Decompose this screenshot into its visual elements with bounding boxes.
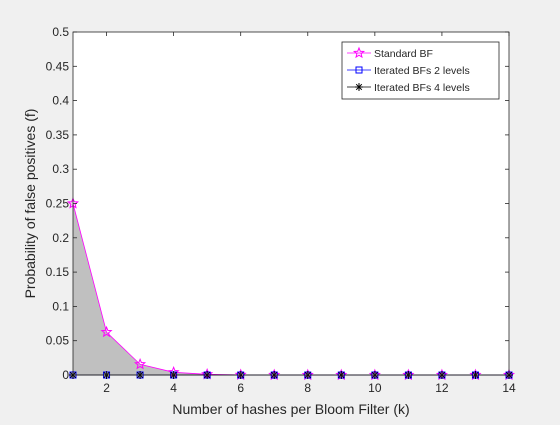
legend-marker — [355, 83, 363, 91]
data-point — [134, 357, 147, 370]
y-tick-label: 0.35 — [46, 128, 70, 142]
x-tick-label: 8 — [304, 381, 311, 395]
legend-marker — [352, 46, 366, 59]
legend: Standard BF Iterated BFs 2 levels Iterated… — [341, 41, 500, 100]
y-tick-label: 0.5 — [52, 25, 69, 39]
legend-box — [341, 41, 500, 100]
y-tick-label: 0.4 — [52, 94, 69, 108]
y-tick-label: 0.2 — [52, 231, 69, 245]
y-tick-label: 0 — [62, 368, 69, 382]
x-tick-label: 12 — [435, 381, 449, 395]
y-tick-label: 0.25 — [46, 197, 70, 211]
y-tick-label: 0.1 — [52, 299, 69, 313]
x-axis-label: Number of hashes per Bloom Filter (k) — [172, 401, 409, 417]
legend-label: Iterated BFs 2 levels — [374, 65, 470, 77]
legend-item: Iterated BFs 4 levels — [347, 82, 470, 94]
y-axis-label: Probability of false positives (f) — [22, 109, 38, 299]
legend-marker — [355, 66, 363, 74]
x-tick-label: 14 — [502, 381, 516, 395]
y-tick-label: 0.45 — [46, 59, 70, 73]
y-tick-label: 0.05 — [46, 334, 70, 348]
y-tick-label: 0.15 — [46, 265, 70, 279]
legend-label: Standard BF — [374, 48, 433, 60]
x-tick-label: 6 — [237, 381, 244, 395]
legend-label: Iterated BFs 4 levels — [374, 82, 470, 94]
shaded-area — [73, 203, 509, 375]
x-tick-label: 4 — [170, 381, 177, 395]
legend-item: Standard BF — [347, 46, 433, 60]
y-tick-label: 0.3 — [52, 162, 69, 176]
legend-item: Iterated BFs 2 levels — [347, 65, 470, 77]
x-tick-label: 10 — [368, 381, 382, 395]
x-tick-label: 2 — [103, 381, 110, 395]
data-point — [100, 325, 113, 338]
